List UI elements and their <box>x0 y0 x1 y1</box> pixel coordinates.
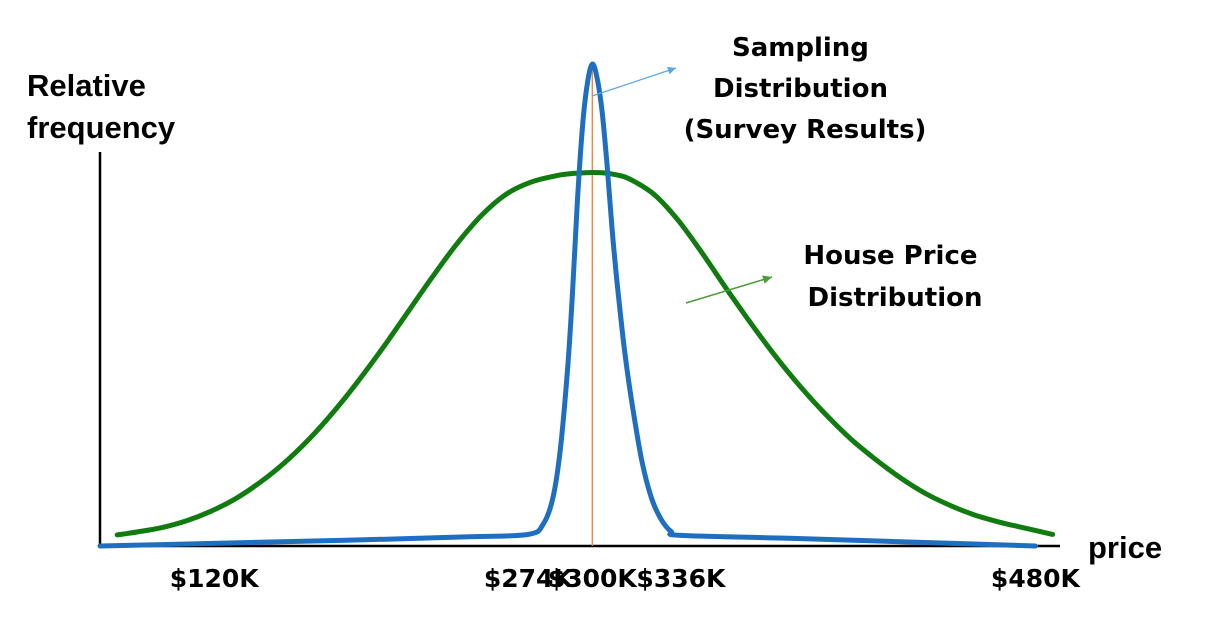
annotation-line: Distribution <box>713 74 888 104</box>
sampling-annotation-arrowhead <box>667 66 676 75</box>
x-tick-label: $120K <box>170 564 261 593</box>
house-price-distribution-label: House Price Distribution <box>803 241 986 313</box>
x-tick-labels: $120K $274K$300K $336K $480K <box>170 564 1082 593</box>
sampling-annotation-arrow <box>591 67 677 97</box>
x-tick-label: $480K <box>991 564 1082 593</box>
annotation-line: House Price <box>803 241 977 271</box>
annotation-line: Distribution <box>808 283 983 313</box>
annotation-line: (Survey Results) <box>684 115 927 145</box>
x-tick-label: $336K <box>636 564 727 593</box>
house-annotation-arrow <box>685 276 773 304</box>
sampling-distribution-curve <box>97 61 1038 549</box>
annotation-line: Sampling <box>732 33 869 63</box>
y-axis-title-line: frequency <box>27 110 176 145</box>
house-price-distribution-curve <box>114 170 1056 538</box>
x-axis-title: price <box>1088 530 1162 565</box>
y-axis-title-line: Relative <box>27 68 146 103</box>
house-annotation-arrowhead <box>762 275 772 284</box>
sampling-distribution-label: Sampling Distribution (Survey Results) <box>684 33 927 145</box>
x-tick-label: $300K <box>548 564 639 593</box>
x-tick-label: $274K <box>484 564 575 593</box>
y-axis-title: Relative frequency <box>27 68 176 145</box>
